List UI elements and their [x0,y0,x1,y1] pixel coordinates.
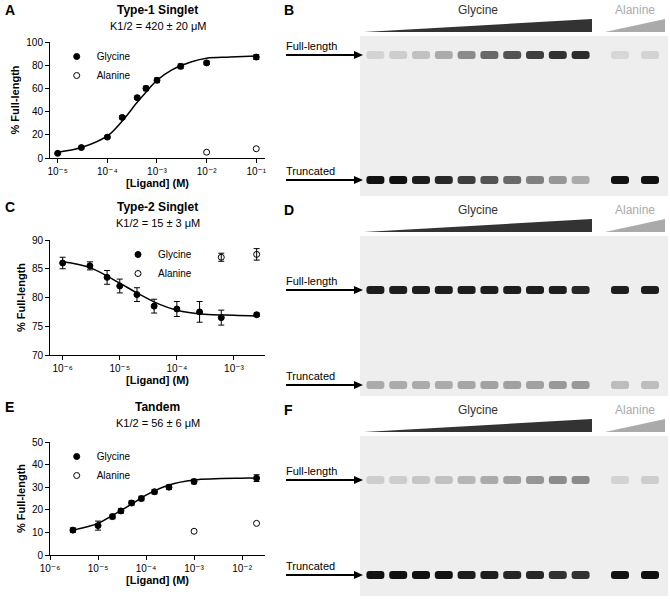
svg-text:40: 40 [32,459,44,470]
svg-text:% Full-length: % Full-length [9,65,21,134]
svg-text:Glycine: Glycine [97,451,131,462]
svg-text:90: 90 [32,235,44,246]
svg-text:10⁻³: 10⁻³ [224,363,244,374]
svg-text:Full-length: Full-length [286,275,337,287]
svg-text:D: D [284,202,294,218]
svg-text:20: 20 [32,504,44,515]
svg-text:10⁻⁶: 10⁻⁶ [52,363,73,374]
svg-text:10⁻¹: 10⁻¹ [246,166,266,177]
svg-text:K1/2 = 56 ± 6 μM: K1/2 = 56 ± 6 μM [116,417,200,429]
svg-text:80: 80 [32,60,44,71]
svg-text:10⁻⁶: 10⁻⁶ [40,563,61,574]
svg-text:10⁻²: 10⁻² [197,166,217,177]
svg-text:Truncated: Truncated [286,370,335,382]
svg-text:Truncated: Truncated [286,165,335,177]
svg-text:K1/2 = 420 ± 20 μM: K1/2 = 420 ± 20 μM [110,20,206,32]
svg-text:10⁻³: 10⁻³ [184,563,204,574]
svg-text:Full-length: Full-length [286,40,337,52]
svg-text:100: 100 [26,37,43,48]
svg-text:Type-1 Singlet: Type-1 Singlet [117,3,198,17]
svg-text:10⁻³: 10⁻³ [147,166,167,177]
svg-text:A: A [5,2,15,18]
svg-text:[Ligand] (M): [Ligand] (M) [126,574,189,586]
svg-text:10⁻⁴: 10⁻⁴ [136,563,157,574]
svg-text:10⁻⁴: 10⁻⁴ [97,166,118,177]
svg-text:Glycine: Glycine [458,403,498,417]
svg-text:Glycine: Glycine [458,3,498,17]
svg-text:10: 10 [32,527,44,538]
svg-text:Alanine: Alanine [615,203,655,217]
svg-text:Glycine: Glycine [97,51,131,62]
svg-text:0: 0 [37,153,43,164]
svg-text:B: B [284,2,294,18]
svg-text:% Full-length: % Full-length [15,464,27,533]
svg-text:% Full-length: % Full-length [15,263,27,332]
svg-text:Alanine: Alanine [615,403,655,417]
svg-text:Glycine: Glycine [458,203,498,217]
svg-text:Tandem: Tandem [135,400,180,414]
svg-text:Type-2 Singlet: Type-2 Singlet [117,200,198,214]
svg-text:80: 80 [32,292,44,303]
svg-text:C: C [5,199,15,215]
svg-text:F: F [284,402,293,418]
svg-text:10⁻⁵: 10⁻⁵ [109,363,130,374]
svg-text:20: 20 [32,129,44,140]
svg-text:0: 0 [37,550,43,561]
svg-text:75: 75 [32,321,44,332]
svg-text:10⁻⁵: 10⁻⁵ [88,563,109,574]
svg-text:40: 40 [32,106,44,117]
svg-text:Alanine: Alanine [615,3,655,17]
svg-text:50: 50 [32,437,44,448]
svg-text:[Ligand] (M): [Ligand] (M) [126,177,189,189]
svg-text:E: E [5,399,14,415]
svg-text:Truncated: Truncated [286,560,335,572]
svg-text:Alanine: Alanine [158,268,192,279]
svg-text:Alanine: Alanine [97,70,131,81]
svg-text:30: 30 [32,482,44,493]
svg-text:K1/2 = 15 ± 3 μM: K1/2 = 15 ± 3 μM [116,217,200,229]
svg-text:10⁻²: 10⁻² [232,563,252,574]
svg-text:10⁻⁴: 10⁻⁴ [166,363,187,374]
svg-text:[Ligand] (M): [Ligand] (M) [126,374,189,386]
svg-text:Full-length: Full-length [286,465,337,477]
svg-text:70: 70 [32,350,44,361]
svg-text:60: 60 [32,83,44,94]
svg-text:Glycine: Glycine [158,249,192,260]
svg-text:85: 85 [32,263,44,274]
svg-text:Alanine: Alanine [97,470,131,481]
svg-text:10⁻⁵: 10⁻⁵ [47,166,68,177]
